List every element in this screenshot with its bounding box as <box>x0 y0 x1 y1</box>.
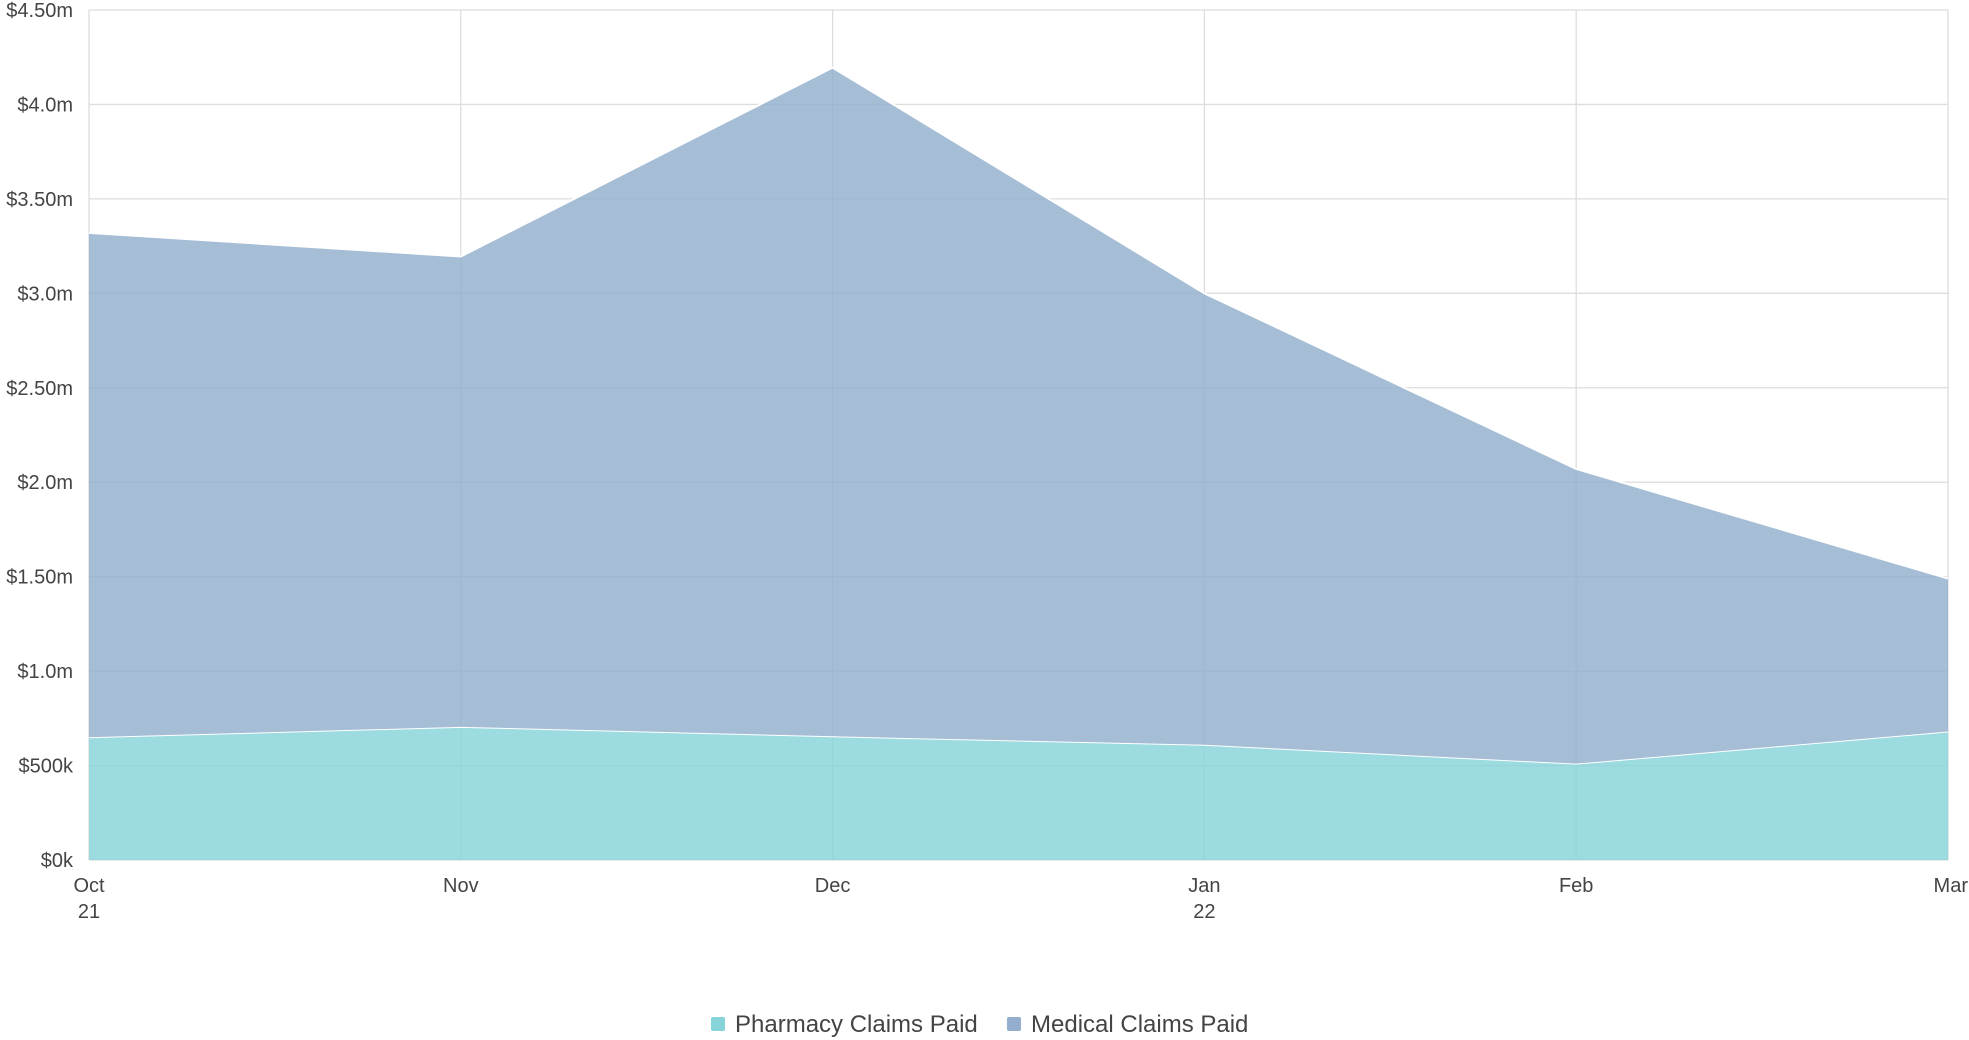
x-tick-label-3: Jan <box>1188 875 1220 897</box>
area-medical-claims-paid <box>89 67 1948 764</box>
y-axis-ticks: $0k $500k $1.0m $1.50m $2.0m $2.50m $3.0m $3.50… <box>6 0 74 872</box>
legend-swatch-1 <box>1007 1017 1021 1031</box>
legend-item-1[interactable]: Medical Claims Paid <box>1007 1011 1248 1038</box>
x-axis-ticks: Oct 21 Nov Dec Jan 22 Feb Mar <box>73 875 1968 923</box>
y-tick-label-1: $500k <box>19 756 74 778</box>
y-tick-label-6: $3.0m <box>17 283 73 305</box>
legend-label-0: Pharmacy Claims Paid <box>735 1011 978 1038</box>
legend-swatch-0 <box>711 1017 725 1031</box>
y-tick-label-7: $3.50m <box>6 189 73 211</box>
y-tick-label-3: $1.50m <box>6 567 73 589</box>
area-series <box>88 66 1949 860</box>
y-tick-label-5: $2.50m <box>6 378 73 400</box>
y-tick-label-2: $1.0m <box>17 661 73 683</box>
y-tick-label-8: $4.0m <box>17 94 73 116</box>
area-edge-1 <box>88 66 1949 580</box>
x-tick-year-0: 21 <box>78 901 100 923</box>
y-tick-label-0: $0k <box>41 850 74 872</box>
x-tick-year-3: 22 <box>1193 901 1215 923</box>
legend: Pharmacy Claims Paid Medical Claims Paid <box>711 1011 1248 1038</box>
x-tick-label-5: Mar <box>1934 875 1969 897</box>
x-tick-label-0: Oct <box>73 875 105 897</box>
legend-item-0[interactable]: Pharmacy Claims Paid <box>711 1011 978 1038</box>
x-tick-label-4: Feb <box>1559 875 1593 897</box>
area-pharmacy-claims-paid <box>89 726 1948 860</box>
x-tick-label-2: Dec <box>815 875 851 897</box>
legend-label-1: Medical Claims Paid <box>1031 1011 1248 1038</box>
y-tick-label-4: $2.0m <box>17 472 73 494</box>
x-tick-label-1: Nov <box>443 875 479 897</box>
y-tick-label-9: $4.50m <box>6 0 73 22</box>
